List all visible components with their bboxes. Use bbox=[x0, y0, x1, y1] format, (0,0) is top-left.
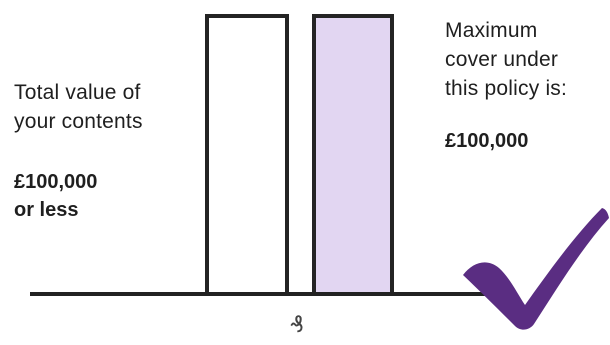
maximum-cover-bar bbox=[312, 14, 394, 292]
baseline bbox=[30, 292, 500, 296]
contents-value-block: Total value of your contents £100,000 or… bbox=[14, 78, 199, 224]
maximum-cover-amount: £100,000 bbox=[445, 130, 529, 152]
checkmark-icon bbox=[463, 208, 609, 330]
maximum-cover-block: Maximum cover under this policy is: £100… bbox=[445, 16, 605, 155]
contents-value-label: Total value of your contents bbox=[14, 81, 143, 133]
maximum-cover-label: Maximum cover under this policy is: bbox=[445, 19, 568, 100]
contents-value-amount: £100,000 or less bbox=[14, 171, 98, 221]
contents-value-bar bbox=[205, 14, 289, 292]
axis-mark: ₰ bbox=[290, 313, 304, 338]
